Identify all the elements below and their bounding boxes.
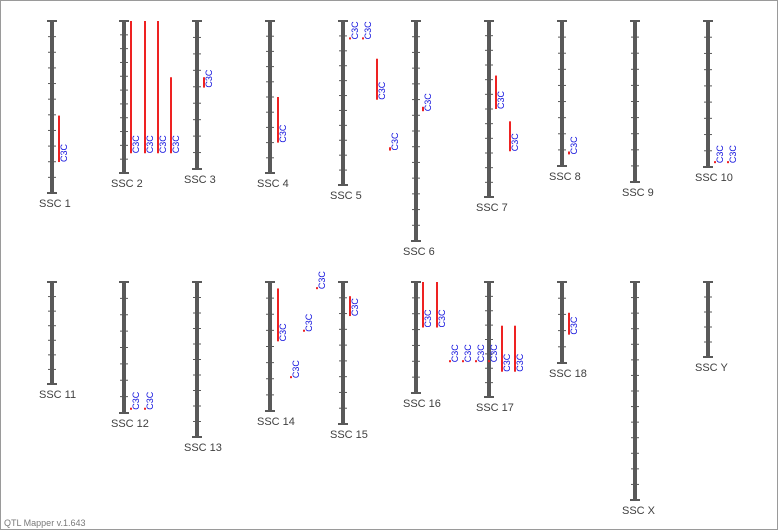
qtl-label[interactable]: C3C: [204, 69, 214, 88]
chromosome-label: SSC 16: [403, 398, 441, 410]
chromosome-label: SSC 3: [184, 174, 216, 186]
qtl-label[interactable]: C3C: [59, 144, 69, 163]
qtl-label[interactable]: C3C: [317, 271, 327, 290]
chromosome-label: SSC 10: [695, 172, 733, 184]
chromosome-bar: [341, 21, 345, 185]
qtl-label[interactable]: C3C: [463, 344, 473, 363]
qtl-label[interactable]: C3C: [476, 344, 486, 363]
qtl-label[interactable]: C3C: [450, 344, 460, 363]
qtl-label[interactable]: C3C: [489, 344, 499, 363]
chromosome-bar: [560, 282, 564, 363]
chromosome-ssc-9: SSC 9: [622, 20, 654, 199]
chromosome-ssc-4: SSC 4 C3C: [257, 20, 289, 190]
chromosome-label: SSC Y: [695, 362, 728, 374]
qtl-label[interactable]: C3C: [350, 298, 360, 317]
chromosome-ssc-18: SSC 18 C3C: [549, 281, 587, 380]
chromosome-label: SSC 5: [330, 190, 362, 202]
qtl-label[interactable]: C3C: [278, 124, 288, 143]
chromosome-ssc-13: SSC 13: [184, 281, 222, 454]
qtl-label[interactable]: C3C: [423, 93, 433, 112]
chromosome-ssc-14: SSC 14 C3C C3C C3C C3C: [257, 271, 327, 428]
chromosome-label: SSC 1: [39, 198, 71, 210]
qtl-label[interactable]: C3C: [569, 316, 579, 335]
chromosome-ssc-6: SSC 6 C3C: [403, 20, 435, 258]
chromosome-ssc-10: SSC 10 C3C C3C: [695, 20, 738, 184]
chromosome-ssc-11: SSC 11: [39, 281, 76, 401]
chromosome-label: SSC 17: [476, 402, 514, 414]
chromosome-label: SSC 4: [257, 178, 289, 190]
qtl-label[interactable]: C3C: [715, 145, 725, 164]
chromosome-bar: [50, 21, 54, 193]
chromosome-bar: [122, 21, 126, 173]
qtl-label[interactable]: C3C: [171, 135, 181, 154]
chromosome-bar: [341, 282, 345, 424]
chromosome-bar: [706, 21, 710, 167]
chromosome-bar: [195, 21, 199, 169]
chromosome-label: SSC 14: [257, 416, 295, 428]
qtl-label[interactable]: C3C: [291, 360, 301, 379]
chromosome-label: SSC X: [622, 505, 656, 517]
qtl-label[interactable]: C3C: [569, 136, 579, 155]
chromosome-ssc-x: SSC X: [622, 281, 656, 517]
qtl-label[interactable]: C3C: [377, 81, 387, 100]
chromosome-bar: [414, 282, 418, 393]
qtl-label[interactable]: C3C: [390, 132, 400, 151]
qtl-label[interactable]: C3C: [423, 309, 433, 328]
chromosome-ssc-7: SSC 7 C3C C3C: [476, 20, 520, 214]
qtl-label[interactable]: C3C: [437, 309, 447, 328]
qtl-label[interactable]: C3C: [363, 21, 373, 40]
chromosome-ssc-16: SSC 16 C3C C3C: [403, 281, 447, 410]
chromosome-bar: [560, 21, 564, 166]
chromosome-label: SSC 8: [549, 171, 581, 183]
qtl-label[interactable]: C3C: [131, 135, 141, 154]
chromosome-bar: [50, 282, 54, 384]
qtl-label[interactable]: C3C: [515, 353, 525, 372]
qtl-label[interactable]: C3C: [502, 353, 512, 372]
qtl-label[interactable]: C3C: [131, 391, 141, 410]
chromosome-ssc-8: SSC 8 C3C: [549, 20, 581, 183]
chromosome-ssc-1: SSC 1 C3C: [39, 20, 71, 210]
chromosome-ssc-15: SSC 15 C3C: [330, 281, 368, 441]
chromosome-label: SSC 18: [549, 368, 587, 380]
chromosome-label: SSC 15: [330, 429, 368, 441]
qtl-label[interactable]: C3C: [304, 313, 314, 332]
chromosome-label: SSC 11: [39, 389, 76, 401]
chromosome-label: SSC 2: [111, 178, 143, 190]
qtl-label[interactable]: C3C: [728, 145, 738, 164]
chromosome-label: SSC 7: [476, 202, 508, 214]
chromosome-label: SSC 13: [184, 442, 222, 454]
chromosome-ssc-3: SSC 3 C3C: [184, 20, 216, 186]
qtl-label[interactable]: C3C: [145, 135, 155, 154]
qtl-label[interactable]: C3C: [278, 323, 288, 342]
chromosome-label: SSC 9: [622, 187, 654, 199]
app-version-footer: QTL Mapper v.1.643: [4, 518, 86, 528]
qtl-label[interactable]: C3C: [510, 133, 520, 152]
chromosome-bar: [706, 282, 710, 357]
chromosome-ssc-12: SSC 12 C3C C3C: [111, 281, 155, 430]
qtl-label[interactable]: C3C: [158, 135, 168, 154]
qtl-label[interactable]: C3C: [145, 391, 155, 410]
chromosome-ssc-y: SSC Y: [695, 281, 728, 374]
qtl-label[interactable]: C3C: [350, 21, 360, 40]
chromosome-label: SSC 6: [403, 246, 435, 258]
qtl-label[interactable]: C3C: [496, 90, 506, 109]
chromosome-label: SSC 12: [111, 418, 149, 430]
